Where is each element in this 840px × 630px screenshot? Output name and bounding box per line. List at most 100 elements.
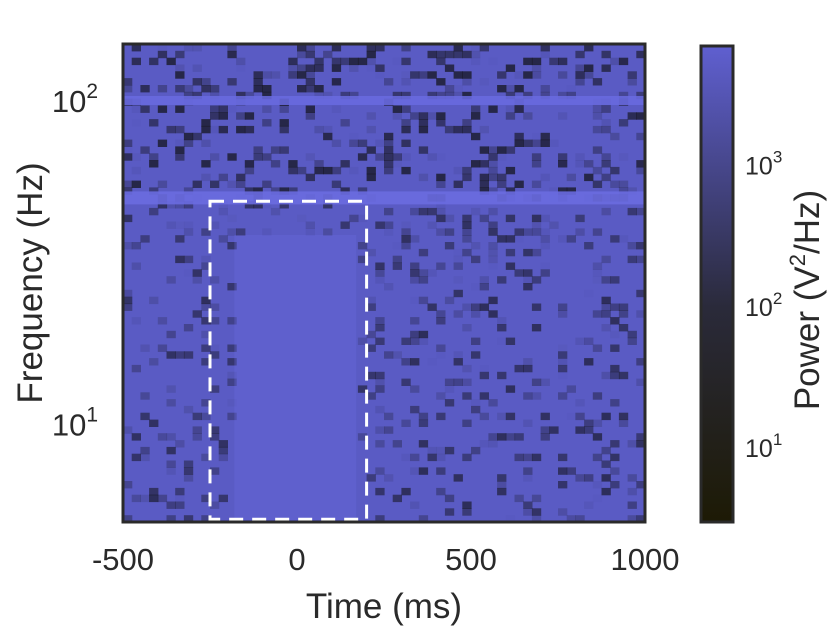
heatmap-cell (462, 235, 472, 243)
heatmap-cell (479, 283, 489, 291)
heatmap-cell (401, 139, 411, 147)
heatmap-cell (323, 228, 333, 236)
heatmap-cell (218, 125, 228, 134)
heatmap-cell (540, 132, 550, 141)
heatmap-cell (201, 262, 211, 270)
x-tick-label: 500 (445, 542, 497, 577)
heatmap-cell (549, 221, 559, 229)
heatmap-cell (340, 187, 350, 195)
colorbar-ticks: 101 102 103 (745, 147, 782, 463)
heatmap-cell (210, 91, 220, 100)
y-tick-label: 101 (52, 404, 98, 443)
heatmap-cell (531, 64, 542, 72)
heatmap-cell (531, 378, 542, 386)
heatmap-cell (601, 153, 611, 161)
heatmap-cell (192, 132, 202, 141)
heatmap-cell (210, 433, 220, 441)
heatmap-cell (471, 351, 481, 359)
heatmap-cell (375, 139, 385, 147)
heatmap-cell (288, 166, 298, 175)
heatmap-cell (627, 71, 637, 79)
heatmap-cell (471, 160, 481, 168)
heatmap-cell (410, 330, 420, 339)
heatmap-cell (610, 235, 620, 243)
heatmap-cell (471, 283, 480, 290)
heatmap-cell (366, 57, 376, 66)
heatmap-cell (201, 255, 211, 264)
heatmap-cell (218, 494, 228, 503)
heatmap-cell (592, 262, 603, 270)
heatmap-cell (462, 364, 472, 373)
heatmap-cell (601, 446, 611, 455)
heatmap-cell (540, 378, 550, 386)
heatmap-cell (627, 337, 637, 345)
heatmap-cell (384, 474, 394, 482)
heatmap-cell (236, 57, 246, 66)
heatmap-cell (601, 303, 611, 311)
heatmap-cell (192, 91, 202, 100)
heatmap-cell (427, 91, 437, 100)
heatmap-cell (575, 228, 585, 236)
heatmap-cell (462, 392, 472, 400)
heatmap-cell (323, 50, 333, 59)
heatmap-cell (418, 173, 429, 182)
heatmap-cell (401, 378, 411, 386)
heatmap-cell (349, 139, 359, 147)
heatmap-cell (523, 392, 533, 400)
burst-glow (234, 235, 357, 522)
heatmap-cell (505, 412, 516, 421)
heatmap-cell (157, 317, 168, 325)
heatmap-cell (244, 91, 255, 100)
heatmap-cell (627, 112, 637, 120)
heatmap-cell (192, 310, 202, 318)
heatmap-cell (453, 310, 463, 318)
heatmap-cell (592, 112, 603, 120)
heatmap-cell (566, 385, 576, 393)
heatmap-cell (540, 214, 550, 223)
heatmap-cell (367, 65, 376, 72)
heatmap-cell (149, 119, 159, 127)
heatmap-cell (314, 64, 324, 72)
heatmap-cell (166, 221, 176, 229)
heatmap-cell (593, 495, 602, 502)
heatmap-cell (514, 433, 524, 441)
heatmap-cell (488, 228, 498, 236)
heatmap-cell (462, 453, 472, 462)
heatmap-cell (401, 105, 411, 113)
heatmap-cell (453, 91, 463, 100)
heatmap-cell (166, 125, 176, 134)
heatmap-cell (610, 132, 620, 141)
heatmap-cell (558, 91, 568, 100)
heatmap-cell (601, 460, 611, 468)
heatmap-cell (584, 501, 594, 509)
heatmap-cell (584, 419, 594, 427)
heatmap-cell (123, 481, 133, 489)
heatmap-cell (149, 160, 159, 168)
heatmap-cell (479, 303, 489, 311)
heatmap-cell (531, 508, 542, 516)
heatmap-cell (210, 303, 220, 311)
heatmap-cell (218, 207, 228, 216)
heatmap-cell (366, 112, 376, 120)
heatmap-cell (175, 153, 185, 161)
heatmap-cell (410, 317, 420, 325)
heatmap-cell (210, 501, 220, 509)
heatmap-cell (175, 494, 185, 503)
heatmap-cell (479, 173, 489, 182)
heatmap-cell (601, 119, 611, 127)
heatmap-cell (131, 317, 141, 325)
heatmap-cell (305, 85, 315, 93)
heatmap-cell (453, 255, 463, 264)
heatmap-cell (297, 166, 307, 175)
heatmap-cell (610, 467, 620, 475)
heatmap-cell (349, 214, 359, 223)
heatmap-cell (279, 201, 289, 209)
heatmap-cell (375, 467, 385, 475)
heatmap-cell (410, 337, 420, 345)
heatmap-cell (531, 276, 542, 284)
heatmap-cell (592, 146, 603, 154)
heatmap-cell (584, 64, 594, 72)
heatmap-cell (471, 207, 481, 216)
heatmap-cell (201, 317, 211, 325)
heatmap-cell (436, 214, 446, 223)
